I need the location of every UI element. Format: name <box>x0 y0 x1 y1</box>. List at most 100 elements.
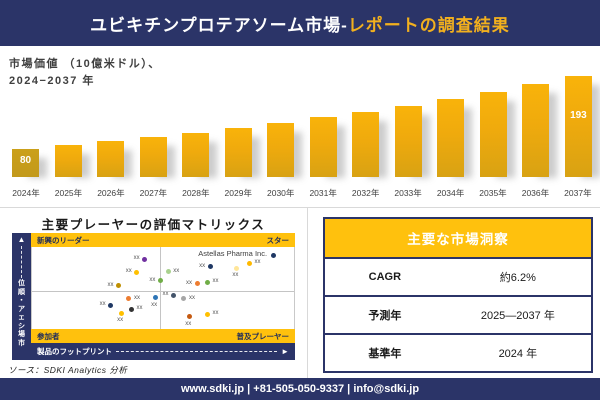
point-label: xx <box>199 262 206 269</box>
insights-row-基準年: 基準年 2024 年 <box>325 333 591 371</box>
point-label: xx <box>133 294 140 301</box>
x-labels: 2024年 2025年 2026年 2027年 2028年 2029年 2030年 2031年… <box>6 187 598 199</box>
x-tick-label: 2030年 <box>267 188 295 198</box>
insights-row-label: 予測年 <box>368 310 402 322</box>
point-label: xx <box>125 268 132 275</box>
x-tick-label: 2036年 <box>521 188 550 198</box>
x-tick-label: 2028年 <box>182 188 210 198</box>
x-tick-label: 2031年 <box>309 188 337 198</box>
x-axis-dashed-line <box>116 351 278 352</box>
matrix-y-axis-label: 位順・アェシ場市 <box>18 280 25 347</box>
x-tick-label: 2024年 <box>12 188 40 198</box>
title-banner: ユビキチンプロテアソーム市場- レポートの調査結果 <box>0 0 600 46</box>
page-title-accent: レポートの調査結果 <box>347 15 510 35</box>
chart-axis-caption: 市場価値 （10億米ドル）、 2024−2037 年 <box>9 56 161 90</box>
x-tick-label: 2033年 <box>394 188 422 198</box>
quadrant-label-participants: 参加者 <box>37 331 60 341</box>
up-arrow-icon: ▲ <box>17 235 26 244</box>
quadrant-label-emerging-leaders: 新興のリーダー <box>37 235 90 245</box>
x-tick-label: 2035年 <box>479 188 507 198</box>
insights-row-CAGR: CAGR 約6.2% <box>325 257 591 295</box>
quadrant-label-pervasive-players: 普及プレーヤー <box>236 331 290 341</box>
scatter-dot <box>270 252 276 258</box>
bar-2026年 <box>97 141 125 177</box>
insights-panel: 主要な市場洞察 CAGR 約6.2% 予測年 2025—2037 年基準年 2024 年 <box>308 208 600 379</box>
bar-2029年 <box>224 128 252 177</box>
point-label: xx <box>185 320 192 327</box>
bar-2028年 <box>182 133 210 177</box>
bar-2035年 <box>479 92 507 177</box>
bar-value-label: 80 <box>19 155 32 166</box>
x-tick-label: 2029年 <box>224 188 252 198</box>
contact-footer: www.sdki.jp | +81-505-050-9337 | info@sd… <box>0 378 600 400</box>
insights-row-value: 約6.2% <box>499 272 536 284</box>
x-tick-label: 2026年 <box>97 188 125 198</box>
point-label: xx <box>99 301 106 308</box>
point-label: xx <box>232 272 239 279</box>
market-insights-table: 主要な市場洞察 CAGR 約6.2% 予測年 2025—2037 年基準年 2024 年 <box>323 217 593 373</box>
point-label: xx <box>162 291 169 298</box>
bar-2030年 <box>267 123 295 177</box>
matrix-plot: xx xx xx xx xx xx xx xx xx Astellas Pharma Inc. xx… <box>31 247 295 329</box>
y-axis-dashed-line <box>21 246 22 278</box>
bar-2027年 <box>139 137 167 177</box>
scatter-dot <box>118 310 124 316</box>
scatter-dot <box>142 256 148 262</box>
bars: 80 193 <box>12 72 592 177</box>
bar-2024年: 80 <box>12 149 39 177</box>
market-value-bar-chart: 市場価値 （10億米ドル）、 2024−2037 年 80 193 2024年 20… <box>0 46 600 207</box>
bar-2025年 <box>54 145 82 177</box>
point-label: xx <box>212 310 219 317</box>
bar-2036年 <box>522 84 550 177</box>
bar-value-label: 193 <box>570 110 587 121</box>
footer-contact-text: www.sdki.jp | +81-505-050-9337 | info@sd… <box>180 383 420 395</box>
bottom-section: 主要プレーヤーの評価マトリックス ▲ 位順・アェシ場市 新興のリーダー スター … <box>0 207 600 379</box>
point-label: xx <box>136 305 143 312</box>
x-tick-label: 2037年 <box>564 188 592 198</box>
scatter-dot <box>126 296 132 302</box>
page-title-main: ユビキチンプロテアソーム市場- <box>90 15 348 35</box>
scatter-dot <box>152 295 158 301</box>
matrix-x-axis: 製品のフットプリント ► <box>31 343 295 360</box>
matrix-title: 主要プレーヤーの評価マトリックス <box>41 218 266 232</box>
scatter-dot <box>194 281 200 287</box>
scatter-dot <box>246 260 252 266</box>
chart-caption-line2: 2024−2037 年 <box>9 75 95 88</box>
bar-2037年: 193 <box>564 76 592 177</box>
x-tick-label: 2027年 <box>139 188 168 198</box>
source-note: ソース：SDKI Analytics 分析 <box>8 365 128 375</box>
right-arrow-icon: ► <box>281 347 289 356</box>
scatter-dot <box>205 311 211 317</box>
point-label: xx <box>117 317 124 324</box>
x-tick-label: 2032年 <box>351 188 380 198</box>
matrix-y-axis: ▲ 位順・アェシ場市 <box>12 233 31 360</box>
scatter-dot <box>233 265 239 271</box>
point-label: xx <box>107 281 114 288</box>
matrix-main: 新興のリーダー スター xx xx xx xx xx xx xx xx xx Astellas P… <box>31 233 295 360</box>
point-label: xx <box>212 278 219 285</box>
scatter-dot <box>115 283 121 289</box>
scatter-dot <box>134 269 140 275</box>
scatter-dot <box>207 264 213 270</box>
bar-2033年 <box>394 106 422 177</box>
bar-2032年 <box>352 112 380 177</box>
matrix-x-axis-label: 製品のフットプリント <box>37 347 112 356</box>
player-matrix-panel: 主要プレーヤーの評価マトリックス ▲ 位順・アェシ場市 新興のリーダー スター … <box>0 208 308 379</box>
x-tick-label: 2034年 <box>436 188 465 198</box>
point-label: xx <box>186 279 193 286</box>
bar-2031年 <box>309 117 337 177</box>
player-evaluation-matrix: ▲ 位順・アェシ場市 新興のリーダー スター xx xx xx xx xx xx xx xx x… <box>12 233 295 360</box>
scatter-dot <box>181 296 187 302</box>
scatter-dot <box>205 279 211 285</box>
insights-row-label: 基準年 <box>368 348 402 360</box>
point-label: xx <box>254 259 261 266</box>
scatter-dot <box>170 292 176 298</box>
x-tick-label: 2025年 <box>54 188 83 198</box>
bar-2034年 <box>437 99 465 177</box>
insights-body: CAGR 約6.2% 予測年 2025—2037 年基準年 2024 年 <box>325 257 591 371</box>
scatter-dot <box>129 306 135 312</box>
matrix-top-band: 新興のリーダー スター <box>31 233 295 247</box>
point-label: xx <box>149 276 156 283</box>
quadrant-label-stars: スター <box>266 235 290 245</box>
insights-row-value: 2025—2037 年 <box>480 310 555 322</box>
